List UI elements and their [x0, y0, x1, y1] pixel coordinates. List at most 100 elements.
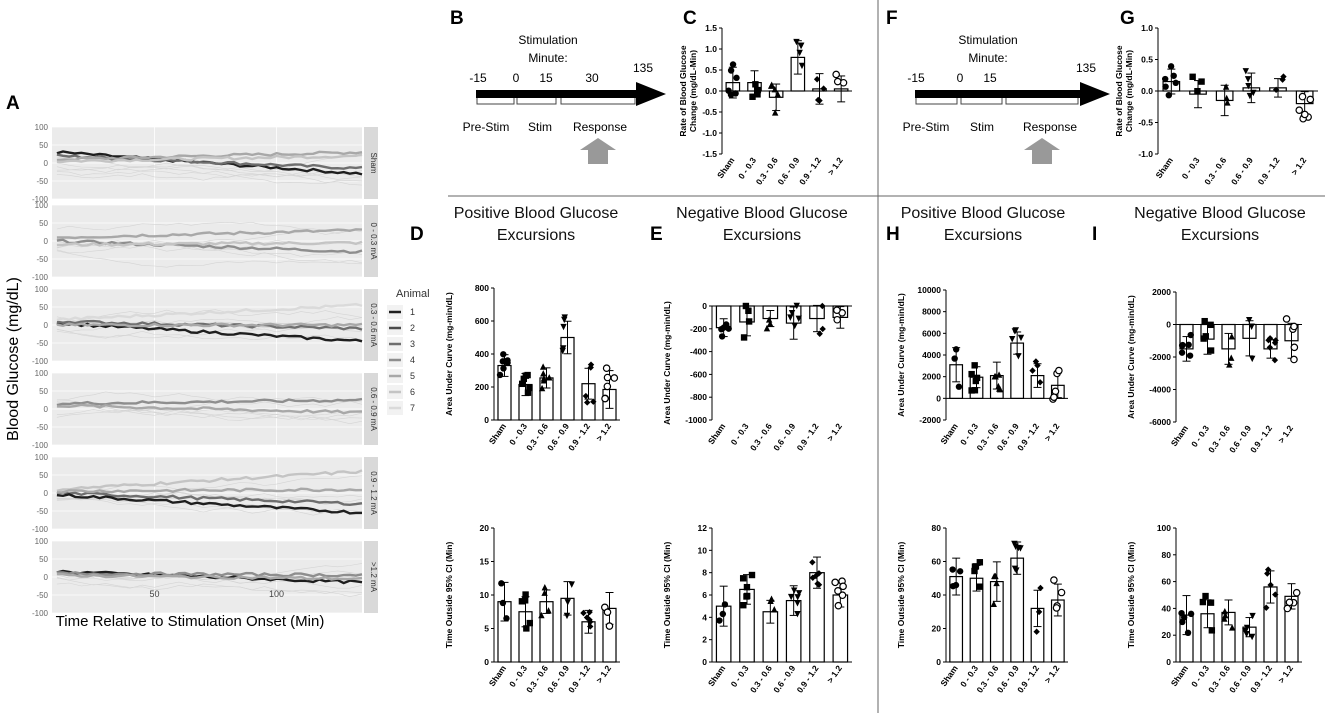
facet-y-tick-label: 0 [44, 159, 49, 168]
data-point [793, 38, 800, 46]
mean-trace [56, 322, 363, 343]
data-point [832, 70, 840, 79]
x-tick-label: Sham [487, 663, 509, 688]
data-point [814, 96, 822, 104]
y-tick-label: -600 [690, 369, 707, 379]
mean-trace [56, 397, 363, 407]
y-tick-label: 10 [480, 590, 490, 600]
data-point [1207, 321, 1214, 329]
data-point [768, 595, 775, 602]
facet-y-tick-label: -100 [32, 609, 49, 618]
data-point [541, 589, 548, 596]
data-point [559, 347, 566, 355]
facet-strip [364, 457, 378, 529]
y-tick-label: 0 [484, 415, 489, 425]
panel-letter-d: D [410, 224, 424, 245]
x-tick-label: > 1.2 [825, 663, 844, 685]
data-point [1036, 379, 1044, 386]
bar-chart-c: 1.5 1.0 0.5 0.0 -0.5 -1.0 -1.5 Rate of Blood Gl… [678, 23, 852, 187]
x-tick-label: 0.9 - 1.2 [566, 421, 592, 453]
x-tick-label: Sham [1169, 663, 1191, 688]
data-point [968, 370, 975, 378]
panel-a-x-tick-label: 50 [150, 589, 160, 599]
y-tick-label: 2000 [1152, 287, 1171, 297]
section-i-title-line2: Excursions [1181, 227, 1259, 244]
data-point [790, 587, 798, 594]
y-tick-label: 200 [475, 382, 489, 392]
data-point [523, 625, 530, 632]
mean-trace [56, 228, 363, 240]
data-point [499, 599, 507, 607]
mean-trace [56, 491, 363, 507]
individual-trace [56, 391, 363, 403]
timeline-f-tick-2: 0 [957, 71, 964, 85]
x-tick-label: 0.6 - 0.9 [771, 421, 797, 453]
y-tick-label: -400 [690, 347, 707, 357]
y-tick-label: 100 [1157, 523, 1171, 533]
facet-y-tick-label: 0 [44, 237, 49, 246]
data-point [1306, 95, 1315, 104]
y-tick-label: 8 [702, 568, 707, 578]
data-point [500, 365, 507, 372]
x-tick-label: 0 - 0.3 [1180, 155, 1202, 181]
timeline-f-phase-response: Response [1023, 120, 1077, 134]
individual-trace [56, 575, 363, 584]
data-point [521, 597, 529, 604]
section-h-title-line1: Positive Blood Glucose [901, 205, 1066, 222]
data-point [1263, 604, 1270, 611]
data-point [498, 580, 505, 587]
x-tick-label: 0 - 0.3 [729, 421, 751, 447]
data-point [767, 320, 774, 327]
facet-strip-label: 0.3 - 0.6 mA [369, 303, 378, 347]
data-point [1170, 72, 1177, 79]
data-point [1161, 75, 1169, 83]
timeline-f-arrow-head [1080, 82, 1110, 106]
data-point [1242, 68, 1250, 75]
individual-trace [56, 155, 363, 172]
data-point [955, 383, 963, 390]
data-point [584, 399, 591, 406]
x-tick-label: 0.6 - 0.9 [1229, 155, 1255, 187]
data-point [1249, 355, 1256, 363]
data-point [610, 374, 619, 382]
facet-y-tick-label: 50 [39, 555, 48, 564]
y-tick-label: 0 [1166, 320, 1171, 330]
data-point [526, 619, 533, 627]
x-tick-label: Sham [938, 421, 960, 446]
y-tick-label: -1.0 [702, 128, 717, 138]
facet-y-tick-label: -50 [36, 177, 48, 186]
facet-y-tick-label: 50 [39, 219, 48, 228]
data-point [996, 386, 1004, 393]
y-tick-label: 10 [698, 545, 708, 555]
data-point [771, 85, 778, 93]
timeline-b-phase-stim: Stim [528, 120, 552, 134]
data-point [1250, 89, 1257, 97]
panel-letter-b: B [450, 8, 464, 29]
y-tick-label: 0.0 [705, 86, 717, 96]
data-point [771, 606, 778, 613]
x-tick-label: 0.9 - 1.2 [797, 155, 823, 187]
data-point [820, 85, 827, 92]
legend-item-label: 6 [410, 387, 415, 397]
section-h-title-line2: Excursions [944, 227, 1022, 244]
data-point [560, 323, 567, 331]
data-point [1290, 322, 1298, 331]
data-point [1272, 591, 1279, 598]
data-point [587, 361, 595, 368]
data-point [740, 334, 748, 341]
mean-trace [56, 150, 363, 162]
individual-trace [56, 172, 363, 181]
facet-y-tick-label: 50 [39, 471, 48, 480]
data-point [791, 322, 798, 330]
data-point [952, 581, 960, 589]
data-point [563, 612, 571, 620]
x-tick-label: 0.3 - 0.6 [1202, 155, 1228, 187]
facet-y-tick-label: -100 [32, 195, 49, 204]
data-point [1013, 567, 1020, 574]
data-point [1221, 607, 1229, 615]
data-point [992, 572, 999, 580]
facet-y-tick-label: -50 [36, 339, 48, 348]
data-point [503, 615, 510, 622]
data-point [1243, 624, 1251, 632]
data-point [1285, 598, 1294, 607]
